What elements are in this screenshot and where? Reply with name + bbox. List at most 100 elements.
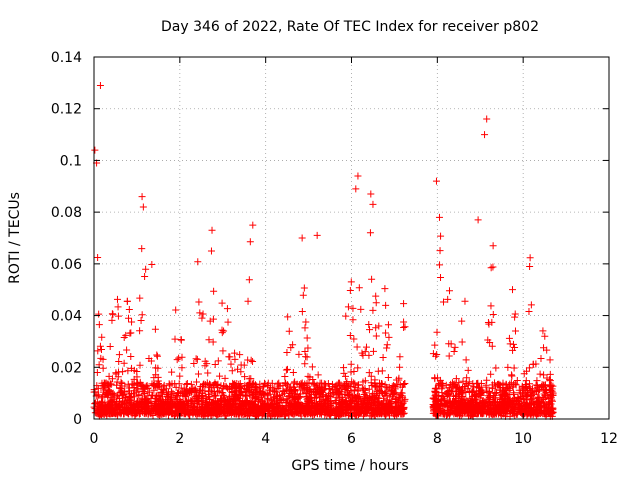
data-point-marker	[233, 395, 241, 403]
data-point-marker	[171, 335, 179, 343]
data-point-marker	[245, 375, 253, 383]
data-point-marker	[293, 380, 301, 388]
data-point-marker	[359, 378, 367, 386]
data-point-marker	[507, 371, 515, 379]
data-point-marker	[382, 301, 390, 309]
data-point-marker	[219, 347, 227, 355]
data-point-marker	[222, 382, 230, 390]
data-point-marker	[327, 409, 335, 417]
data-point-marker	[434, 374, 442, 382]
data-point-marker	[487, 370, 495, 378]
data-point-marker	[127, 390, 135, 398]
data-point-marker	[102, 403, 110, 411]
data-point-marker	[137, 317, 145, 325]
data-point-marker	[114, 303, 122, 311]
data-point-marker	[153, 352, 161, 360]
data-point-marker	[543, 374, 551, 382]
data-point-marker	[489, 242, 497, 250]
data-point-marker	[341, 372, 349, 380]
data-point-marker	[431, 341, 439, 349]
data-point-marker	[124, 367, 132, 375]
data-point-marker	[522, 377, 530, 385]
data-point-marker	[295, 350, 303, 358]
data-point-marker	[219, 391, 227, 399]
data-point-marker	[525, 364, 533, 372]
data-point-marker	[398, 406, 406, 414]
data-point-marker	[447, 388, 455, 396]
data-point-marker	[549, 406, 557, 414]
data-point-marker	[193, 397, 201, 405]
data-point-marker	[204, 369, 212, 377]
data-point-marker	[366, 229, 374, 237]
data-point-marker	[324, 394, 332, 402]
data-point-marker	[284, 393, 292, 401]
data-point-marker	[503, 398, 511, 406]
data-point-marker	[95, 412, 103, 420]
data-point-marker	[154, 377, 162, 385]
data-point-marker	[95, 391, 103, 399]
data-point-marker	[159, 409, 167, 417]
data-point-marker	[526, 254, 534, 262]
data-point-marker	[373, 391, 381, 399]
data-point-marker	[371, 411, 379, 419]
data-point-marker	[126, 398, 134, 406]
y-tick-label: 0.06	[51, 257, 82, 273]
y-tick-label: 0	[73, 412, 82, 428]
data-point-marker	[245, 276, 253, 284]
data-point-marker	[284, 313, 292, 321]
data-point-marker	[442, 399, 450, 407]
data-point-marker	[241, 373, 249, 381]
data-point-marker	[533, 403, 541, 411]
data-point-marker	[194, 258, 202, 266]
data-point-marker	[145, 354, 153, 362]
data-point-marker	[502, 381, 510, 389]
data-point-marker	[125, 314, 133, 322]
x-tick-label: 4	[261, 431, 270, 447]
data-point-marker	[518, 383, 526, 391]
data-point-marker	[381, 412, 389, 420]
data-point-marker	[113, 411, 121, 419]
data-point-marker	[272, 388, 280, 396]
data-point-marker	[249, 357, 257, 365]
data-point-marker	[365, 351, 373, 359]
data-point-marker	[369, 200, 377, 208]
data-point-marker	[209, 410, 217, 418]
data-point-marker	[244, 381, 252, 389]
data-point-marker	[543, 400, 551, 408]
data-point-marker	[187, 388, 195, 396]
data-point-marker	[141, 404, 149, 412]
data-point-marker	[123, 297, 131, 305]
data-point-marker	[187, 398, 195, 406]
data-point-marker	[335, 387, 343, 395]
data-point-marker	[385, 333, 393, 341]
data-point-marker	[384, 321, 392, 329]
data-point-marker	[131, 411, 139, 419]
data-point-marker	[221, 412, 229, 420]
data-point-marker	[533, 406, 541, 414]
data-point-marker	[381, 285, 389, 293]
data-point-marker	[205, 336, 213, 344]
data-point-marker	[188, 403, 196, 411]
data-point-marker	[285, 327, 293, 335]
data-point-marker	[361, 386, 369, 394]
data-point-marker	[230, 392, 238, 400]
data-point-marker	[303, 334, 311, 342]
data-point-marker	[368, 275, 376, 283]
data-point-marker	[486, 339, 494, 347]
data-point-marker	[96, 81, 104, 89]
data-point-marker	[461, 297, 469, 305]
data-point-marker	[487, 404, 495, 412]
data-point-marker	[336, 379, 344, 387]
data-point-marker	[299, 291, 307, 299]
data-point-marker	[301, 347, 309, 355]
data-point-marker	[384, 400, 392, 408]
data-point-marker	[382, 329, 390, 337]
data-point-marker	[372, 324, 380, 332]
data-point-marker	[353, 343, 361, 351]
data-point-marker	[207, 386, 215, 394]
data-point-marker	[298, 234, 306, 242]
data-point-marker	[329, 383, 337, 391]
data-point-marker	[452, 408, 460, 416]
data-point-marker	[252, 392, 260, 400]
data-point-marker	[109, 310, 117, 318]
